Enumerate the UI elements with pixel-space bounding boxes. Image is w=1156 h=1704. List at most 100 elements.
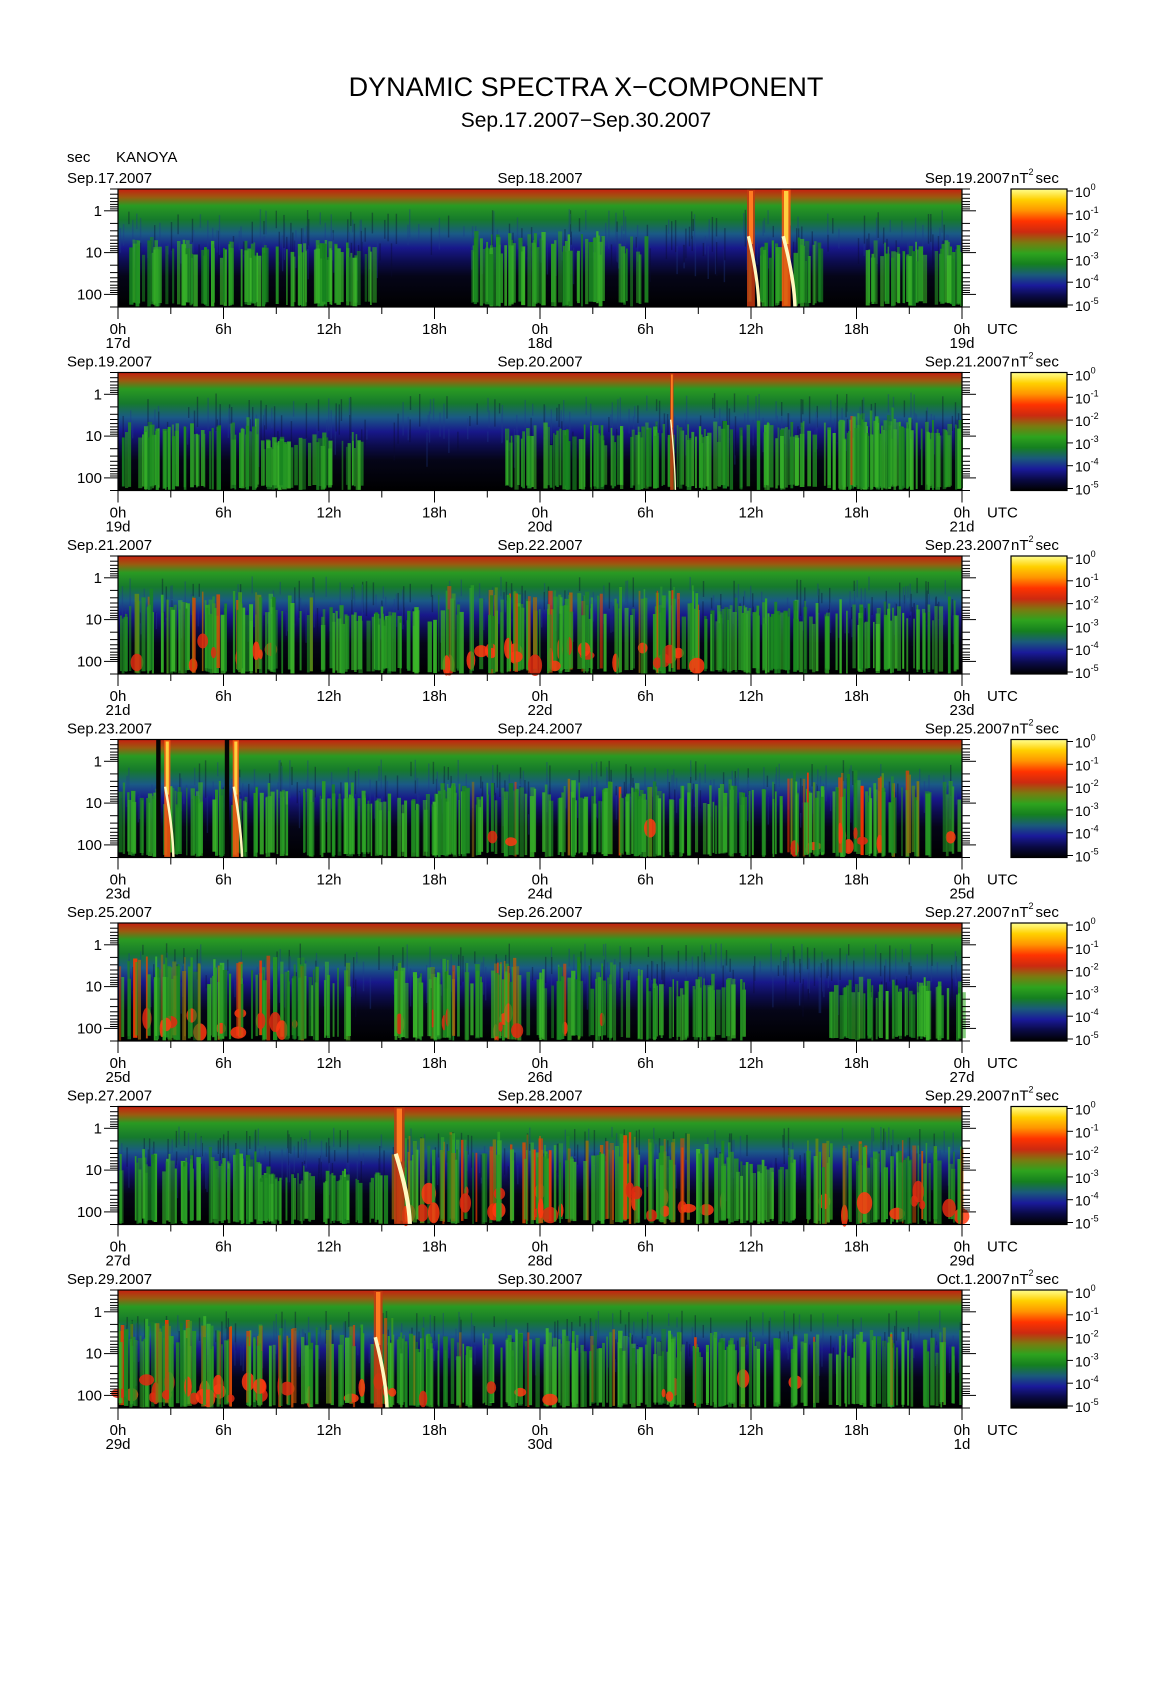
spectrum-panel: Sep.23.2007 Sep.24.2007 Sep.25.2007 nT2 sec1… — [67, 718, 1099, 903]
activity-streak — [160, 594, 164, 673]
texture-streak — [666, 414, 669, 444]
texture-streak — [450, 954, 452, 992]
x-axis — [117, 1041, 963, 1053]
texture-streak — [823, 961, 825, 998]
day-label: 19d — [949, 335, 974, 352]
x-tick-label: 18h — [844, 1239, 869, 1256]
activity-streak — [419, 976, 422, 1040]
texture-streak — [572, 247, 575, 285]
texture-streak — [681, 1310, 683, 1348]
texture-streak — [677, 950, 680, 972]
texture-streak — [332, 230, 334, 260]
activity-streak — [267, 783, 271, 857]
activity-streak — [466, 787, 471, 854]
texture-streak — [375, 780, 378, 798]
activity-streak — [230, 423, 233, 489]
activity-streak — [894, 615, 897, 669]
texture-streak — [279, 949, 281, 973]
activity-streak — [304, 1171, 309, 1219]
colorbar-tick-label: 10-2 — [1075, 595, 1099, 613]
activity-streak — [240, 607, 246, 674]
activity-streak — [475, 970, 480, 1037]
texture-streak — [685, 960, 687, 999]
activity-streak — [142, 434, 144, 487]
activity-streak — [384, 1318, 388, 1405]
texture-streak — [634, 406, 636, 419]
activity-streak — [930, 1337, 935, 1406]
activity-streak — [344, 614, 348, 672]
activity-streak — [564, 241, 569, 305]
x-tick-label: 0h — [954, 321, 971, 338]
activity-streak — [561, 792, 565, 857]
activity-streak — [322, 609, 326, 672]
activity-streak — [279, 1328, 283, 1406]
texture-streak — [296, 782, 298, 804]
activity-streak — [911, 785, 916, 853]
activity-streak — [217, 425, 221, 490]
colorbar-tick-base: 10 — [1075, 436, 1091, 452]
activity-hotspot — [856, 836, 868, 846]
texture-streak — [819, 977, 822, 1014]
texture-streak — [151, 1147, 154, 1159]
texture-streak — [882, 233, 885, 244]
activity-streak — [451, 1153, 456, 1222]
texture-streak — [416, 1313, 418, 1348]
texture-streak — [658, 400, 661, 430]
texture-streak — [793, 949, 796, 983]
texture-streak — [200, 944, 202, 975]
texture-streak — [913, 1334, 915, 1359]
colorbar-tick-base: 10 — [1075, 230, 1091, 246]
texture-streak — [605, 222, 607, 246]
activity-streak — [292, 976, 297, 1039]
activity-streak — [793, 252, 798, 306]
texture-streak — [785, 974, 787, 1003]
texture-streak — [821, 1338, 823, 1367]
texture-streak — [833, 418, 836, 444]
x-tick-label: 0h — [532, 872, 549, 889]
texture-streak — [148, 1138, 151, 1176]
texture-streak — [254, 1131, 256, 1167]
texture-streak — [569, 213, 571, 225]
activity-streak — [746, 610, 750, 673]
texture-streak — [230, 778, 233, 802]
texture-streak — [286, 613, 289, 632]
activity-streak — [644, 1164, 647, 1220]
texture-streak — [617, 243, 619, 263]
activity-streak — [955, 615, 959, 670]
burst-core — [396, 1108, 402, 1162]
texture-streak — [644, 767, 646, 788]
texture-streak — [379, 1145, 381, 1177]
activity-streak — [301, 1336, 305, 1405]
texture-streak — [215, 393, 217, 431]
texture-streak — [205, 975, 207, 989]
texture-streak — [737, 768, 739, 799]
texture-streak — [524, 399, 526, 428]
activity-streak — [506, 440, 509, 485]
activity-streak — [486, 241, 489, 302]
texture-streak — [384, 219, 386, 239]
activity-streak — [185, 248, 190, 303]
texture-streak — [184, 581, 186, 609]
texture-streak — [147, 1149, 149, 1178]
texture-streak — [550, 409, 552, 444]
activity-streak — [957, 981, 963, 1039]
texture-streak — [565, 787, 567, 809]
colorbar-tick-exponent: 0 — [1091, 366, 1096, 376]
activity-streak — [636, 251, 641, 303]
texture-streak — [368, 1338, 370, 1364]
texture-streak — [694, 239, 697, 277]
colorbar-tick-base: 10 — [1075, 780, 1091, 796]
activity-streak — [836, 1354, 839, 1405]
activity-streak — [865, 791, 869, 855]
activity-streak — [662, 424, 666, 485]
activity-streak — [250, 243, 254, 304]
activity-streak — [311, 985, 313, 1037]
activity-streak — [911, 251, 916, 306]
activity-streak — [515, 788, 519, 855]
texture-streak — [816, 405, 818, 428]
activity-hotspot — [661, 1388, 666, 1398]
activity-hotspot — [427, 1202, 440, 1224]
activity-streak — [472, 1152, 474, 1225]
activity-layer — [121, 407, 963, 491]
